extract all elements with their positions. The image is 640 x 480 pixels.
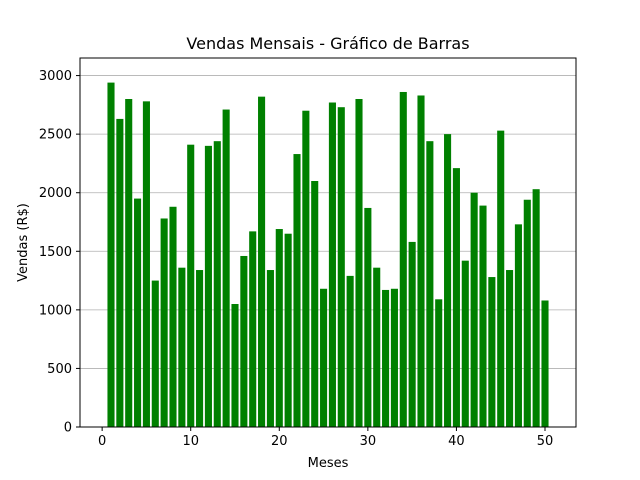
bar (222, 109, 230, 428)
bar (213, 141, 221, 427)
y-axis-label: Vendas (R$) (16, 203, 31, 282)
y-tick-label: 1000 (39, 303, 72, 318)
bar (328, 102, 336, 427)
bar (497, 130, 505, 427)
bar (116, 118, 124, 428)
bar (151, 280, 159, 427)
x-tick-label: 0 (98, 434, 106, 449)
plot-frame (79, 57, 577, 428)
bar (435, 299, 443, 427)
y-tick-label: 2500 (39, 128, 72, 143)
bar (142, 101, 150, 427)
bar (514, 224, 522, 427)
y-tick-label: 3000 (39, 69, 72, 84)
bar (275, 229, 283, 427)
y-axis-ticks: 0 500 1000 1500 2000 2500 3000 (39, 69, 80, 436)
x-tick-label: 10 (182, 434, 199, 449)
bar (461, 260, 469, 427)
x-tick-label: 50 (537, 434, 554, 449)
x-tick-label: 40 (448, 434, 465, 449)
bar (160, 218, 168, 427)
bar (320, 288, 328, 427)
bar (479, 205, 487, 427)
bar (311, 181, 319, 427)
bar (293, 154, 301, 428)
bar (532, 189, 540, 427)
bar (266, 270, 274, 427)
y-tick-label: 1500 (39, 245, 72, 260)
bar (346, 275, 354, 427)
x-tick-label: 30 (360, 434, 377, 449)
bar (355, 99, 363, 427)
x-axis-ticks: 0 10 20 30 40 50 (98, 427, 553, 449)
bar (231, 304, 239, 427)
bar (125, 99, 133, 427)
x-axis-label: Meses (308, 456, 349, 471)
bar (364, 207, 372, 427)
bar (187, 144, 195, 427)
y-tick-label: 2000 (39, 186, 72, 201)
bar (240, 255, 248, 427)
bar (444, 134, 452, 427)
y-tick-label: 500 (47, 362, 72, 377)
y-tick-label: 0 (64, 421, 72, 436)
bar (426, 141, 434, 427)
bar (382, 289, 390, 427)
bar (452, 168, 460, 427)
bar (204, 145, 212, 427)
bar (249, 231, 257, 427)
x-tick-label: 20 (271, 434, 288, 449)
bar (284, 233, 292, 427)
chart-title: Vendas Mensais - Gráfico de Barras (186, 34, 469, 53)
bar (169, 206, 177, 427)
bar (523, 199, 531, 427)
bar (506, 270, 514, 427)
bar (178, 267, 186, 427)
bar (488, 277, 496, 427)
bar (470, 192, 478, 427)
bar (107, 82, 115, 427)
bar (258, 96, 266, 428)
bar (399, 91, 407, 427)
bars-group (107, 82, 549, 428)
bar (408, 241, 416, 427)
bar (337, 107, 345, 427)
bar (417, 95, 425, 427)
bar (373, 267, 381, 427)
bar (196, 270, 204, 427)
bar (541, 300, 549, 427)
bar (134, 198, 142, 427)
bar (390, 288, 398, 427)
bar (302, 110, 310, 427)
